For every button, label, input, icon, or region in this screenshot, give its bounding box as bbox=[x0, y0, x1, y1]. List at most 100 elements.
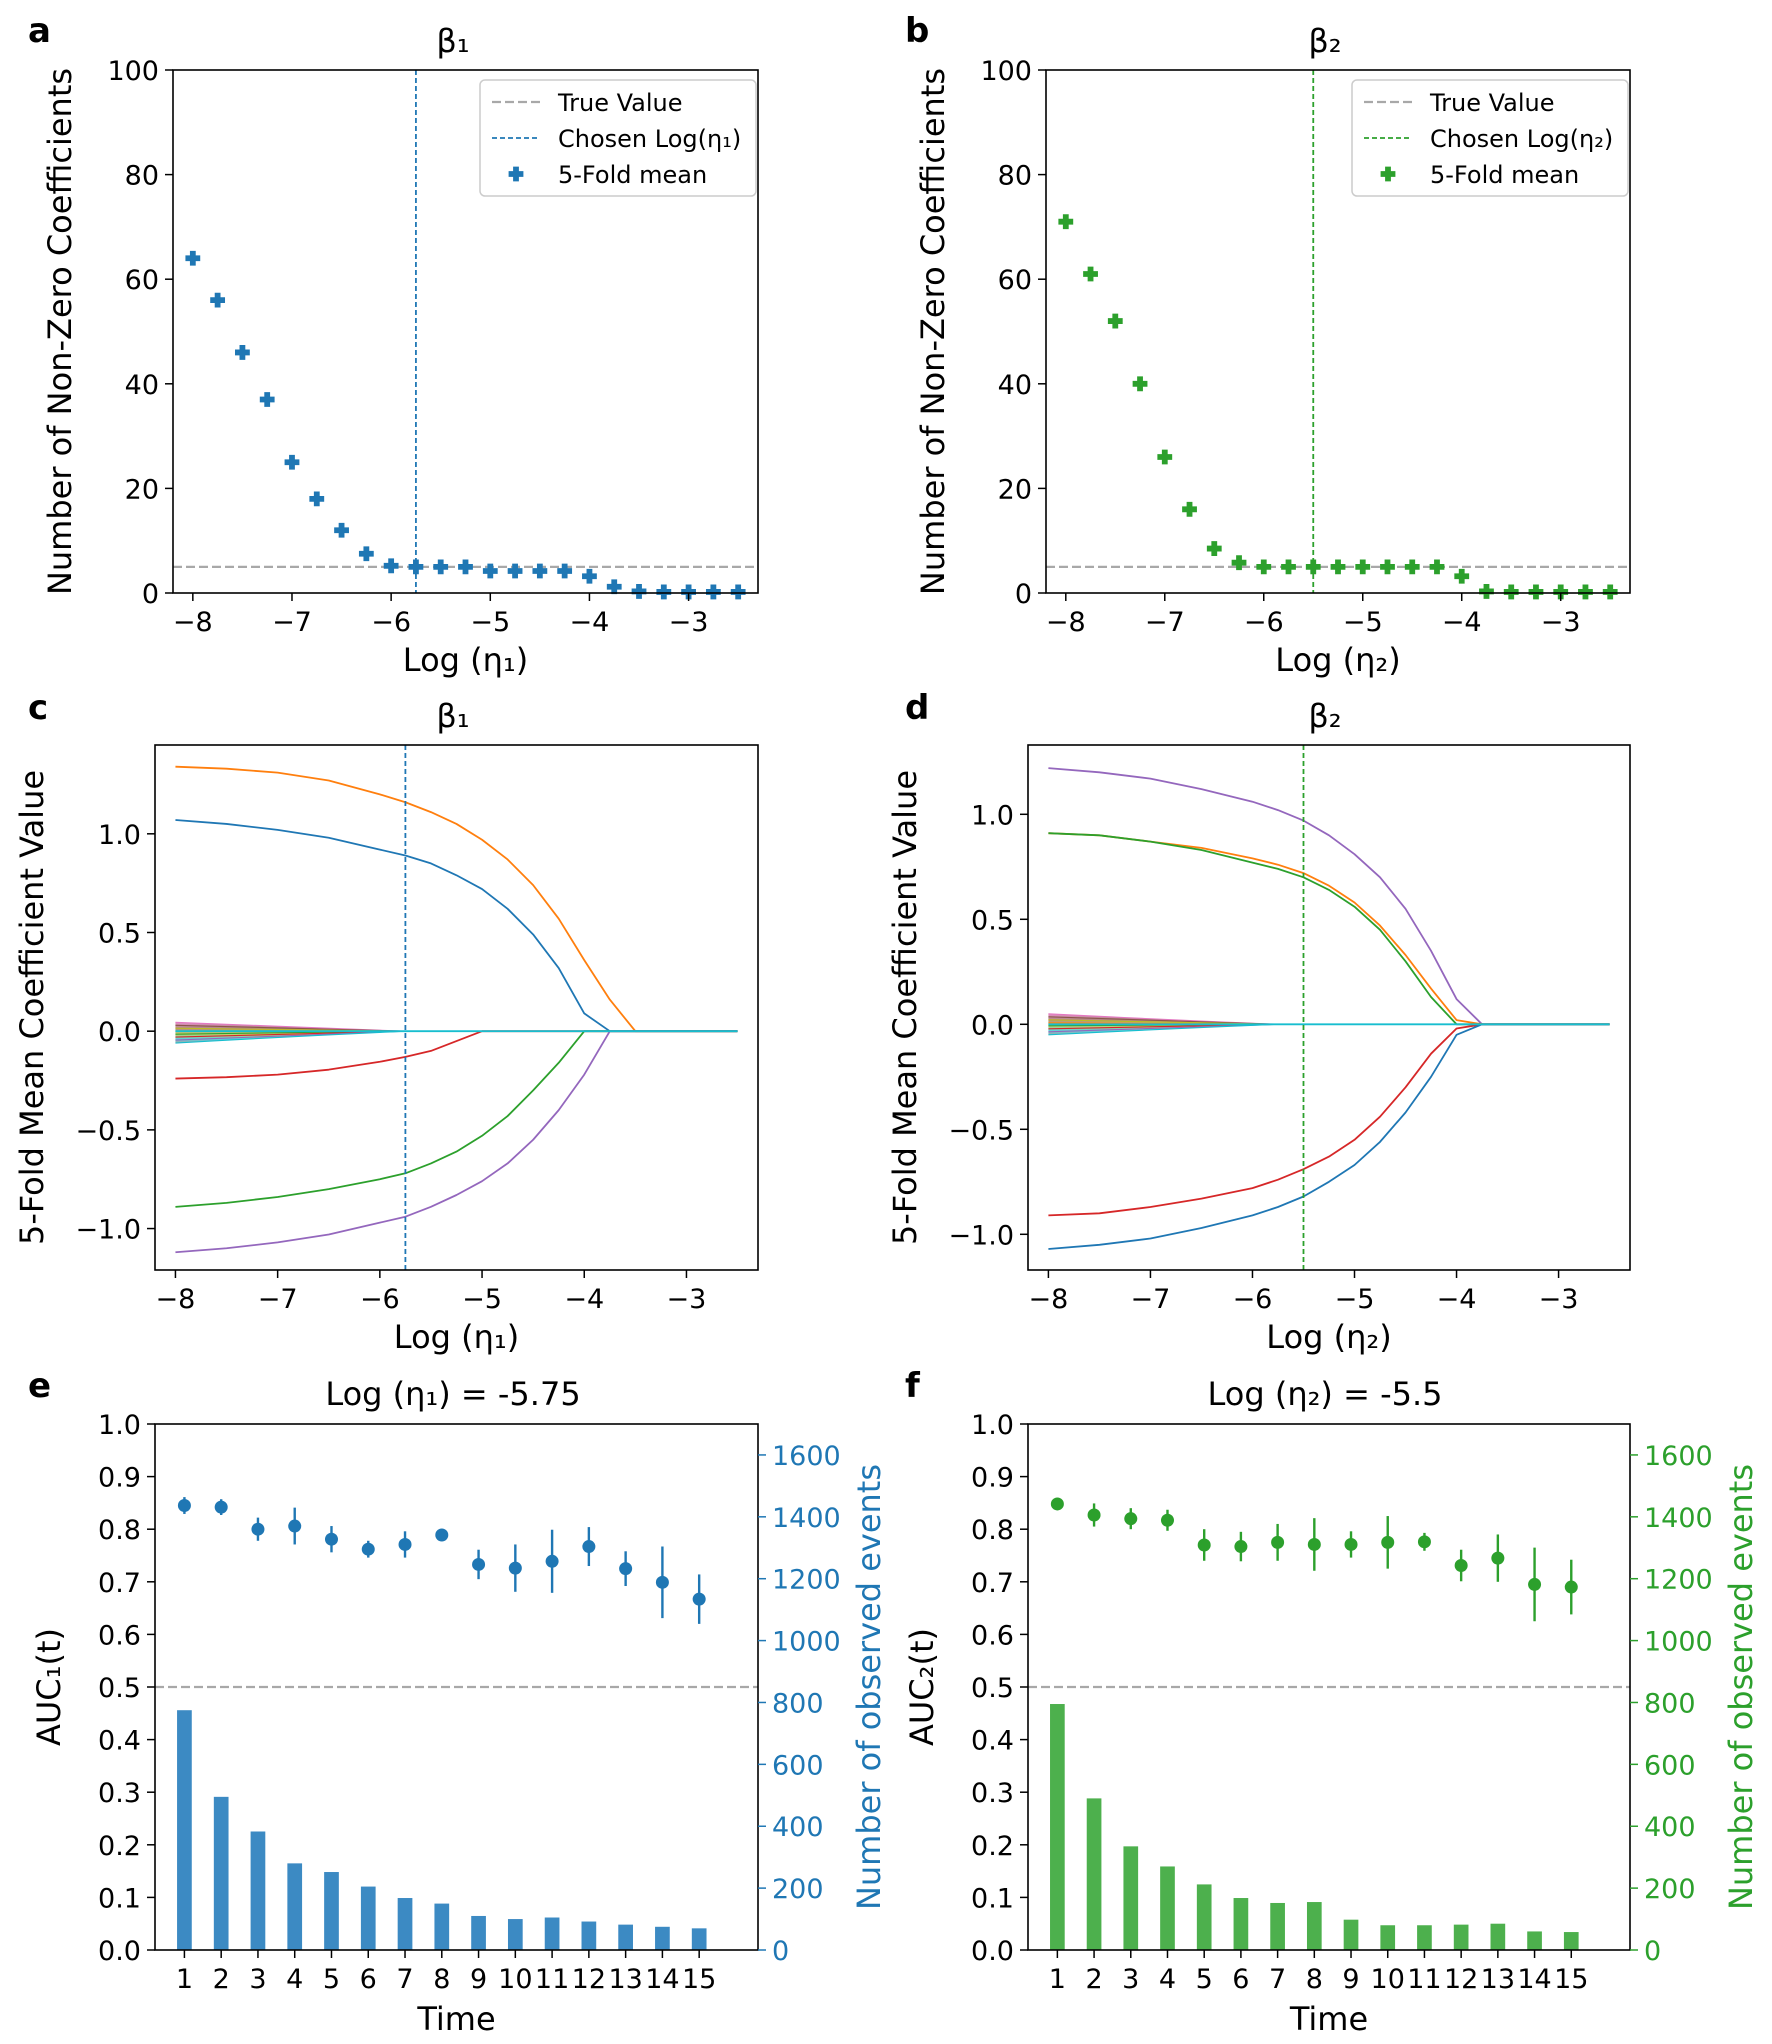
y2-tick-label: 200 bbox=[1644, 1874, 1696, 1905]
x-tick-label: −7 bbox=[272, 607, 312, 638]
data-point bbox=[532, 563, 548, 579]
data-point bbox=[606, 579, 622, 595]
panel-e: 1 2 3 4 5 6 7 8 9 10 11 12 13 14 150.00.10.20.30.40.50… bbox=[28, 1366, 888, 2038]
data-point bbox=[1330, 559, 1346, 575]
auc-point bbox=[508, 1561, 522, 1575]
data-point bbox=[433, 559, 449, 575]
y2-tick-label: 1000 bbox=[772, 1627, 841, 1658]
data-point bbox=[1256, 559, 1272, 575]
data-point bbox=[383, 558, 399, 574]
event-bar bbox=[1123, 1846, 1139, 1950]
event-bar bbox=[1453, 1924, 1469, 1950]
x-tick-label: −3 bbox=[1539, 1284, 1579, 1315]
x-tick-label: 13 bbox=[608, 1964, 642, 1995]
data-point bbox=[656, 584, 672, 600]
y-tick-label: 100 bbox=[980, 56, 1032, 87]
x-tick-label: −5 bbox=[1335, 1284, 1375, 1315]
y2-tick-label: 1200 bbox=[772, 1565, 841, 1596]
data-point bbox=[1132, 376, 1148, 392]
data-point bbox=[1578, 584, 1593, 600]
legend-box bbox=[479, 79, 757, 197]
data-point bbox=[1380, 166, 1396, 182]
x-axis-label: Log (η₁) bbox=[394, 1318, 519, 1356]
x-tick-label: 6 bbox=[360, 1964, 377, 1995]
y-tick-label: 0.5 bbox=[98, 919, 141, 950]
y-axis-label: Number of Non-Zero Coefficients bbox=[41, 68, 79, 595]
series-coef-blue bbox=[175, 819, 738, 1033]
event-bar bbox=[360, 1886, 376, 1950]
y2-tick-label: 1600 bbox=[1644, 1441, 1713, 1472]
x-tick-label: −7 bbox=[1145, 607, 1185, 638]
auc-point bbox=[288, 1519, 302, 1533]
event-bar bbox=[397, 1898, 413, 1950]
panel-c: −8 −7 −6 −5 −4 −3 −1.0 −0.5 0.0 0.5 1.0 β₁ c Log (η₁)… bbox=[13, 688, 759, 1356]
panel-d: −8 −7 −6 −5 −4 −3 −1.0 −0.5 0.0 0.5 1.0 β₂ d Log (η₂)… bbox=[886, 688, 1631, 1356]
x-tick-label: 2 bbox=[213, 1964, 230, 1995]
y-tick-label: 0.5 bbox=[98, 1673, 141, 1704]
x-tick-label: −8 bbox=[156, 1284, 196, 1315]
x-tick-label: 2 bbox=[1085, 1964, 1102, 1995]
y-tick-label: 0.5 bbox=[971, 1673, 1014, 1704]
series-coef-green bbox=[1048, 832, 1610, 1026]
y-tick-label: 0.8 bbox=[971, 1515, 1014, 1546]
auc-point bbox=[1454, 1558, 1468, 1572]
x-tick-label: −3 bbox=[669, 607, 709, 638]
x-axis-label: Log (η₂) bbox=[1275, 641, 1400, 679]
x-tick-label: 4 bbox=[1159, 1964, 1176, 1995]
y-tick-label: 0.0 bbox=[98, 1936, 141, 1967]
y-tick-label: 0.3 bbox=[98, 1778, 141, 1809]
x-tick-label: −3 bbox=[667, 1284, 707, 1315]
data-point bbox=[482, 563, 498, 579]
y2-tick-label: 1400 bbox=[1644, 1503, 1713, 1534]
y-axis-label: 5-Fold Mean Coefficient Value bbox=[13, 770, 51, 1245]
event-bar bbox=[507, 1919, 523, 1950]
legend-label: True Value bbox=[557, 89, 683, 117]
panel-f: 1 2 3 4 5 6 7 8 9 10 11 12 13 14 150.00.10.20.30.40.50… bbox=[903, 1366, 1760, 2038]
data-point bbox=[681, 584, 696, 600]
auc-point bbox=[1050, 1497, 1064, 1511]
panel-letter: e bbox=[28, 1366, 51, 1406]
auc-point bbox=[1124, 1512, 1138, 1526]
data-point bbox=[1454, 568, 1470, 584]
data-point bbox=[210, 292, 226, 308]
y2-tick-label: 600 bbox=[1644, 1750, 1696, 1781]
y-tick-label: 1.0 bbox=[971, 1410, 1014, 1441]
event-bar bbox=[655, 1926, 670, 1950]
y-tick-label: 0.9 bbox=[971, 1463, 1014, 1494]
event-bar bbox=[250, 1831, 266, 1950]
y-tick-label: 1.0 bbox=[971, 800, 1014, 831]
y-tick-label: 0.4 bbox=[98, 1726, 141, 1757]
data-point bbox=[1429, 559, 1445, 575]
data-point bbox=[631, 584, 647, 599]
y2-tick-label: 1000 bbox=[1644, 1627, 1713, 1658]
y2-axis-label: Number of observed events bbox=[850, 1464, 888, 1910]
y-tick-label: 60 bbox=[125, 265, 159, 296]
auc-point bbox=[1491, 1551, 1505, 1565]
y-tick-label: 0.0 bbox=[98, 1017, 141, 1048]
small-coefficient-line bbox=[1048, 1023, 1279, 1036]
panel-title: Log (η₂) = -5.5 bbox=[1208, 1375, 1443, 1413]
x-tick-label: 15 bbox=[682, 1964, 716, 1995]
x-tick-label: 8 bbox=[433, 1964, 450, 1995]
x-tick-label: 14 bbox=[645, 1964, 679, 1995]
y-tick-label: 20 bbox=[125, 474, 159, 505]
auc-point bbox=[1307, 1537, 1321, 1551]
auc-point bbox=[472, 1557, 486, 1571]
x-axis-label: Log (η₁) bbox=[403, 641, 528, 679]
legend-label: Chosen Log(η₂) bbox=[1430, 125, 1613, 153]
panel-title: β₂ bbox=[1308, 697, 1341, 735]
y2-tick-label: 1600 bbox=[772, 1441, 841, 1472]
x-tick-label: 10 bbox=[498, 1964, 532, 1995]
data-point bbox=[1231, 555, 1247, 571]
event-bar bbox=[1527, 1931, 1542, 1950]
auc-point bbox=[1344, 1537, 1358, 1551]
panel-letter: c bbox=[28, 688, 48, 728]
y2-tick-label: 200 bbox=[772, 1874, 824, 1905]
event-bar bbox=[1270, 1902, 1285, 1950]
y-tick-label: 80 bbox=[998, 161, 1032, 192]
y-tick-label: 20 bbox=[998, 474, 1032, 505]
x-tick-label: 12 bbox=[572, 1964, 606, 1995]
y-axis-label: AUC₂(t) bbox=[903, 1628, 941, 1746]
x-tick-label: −7 bbox=[1131, 1284, 1171, 1315]
series-coef-red bbox=[1048, 1023, 1610, 1217]
